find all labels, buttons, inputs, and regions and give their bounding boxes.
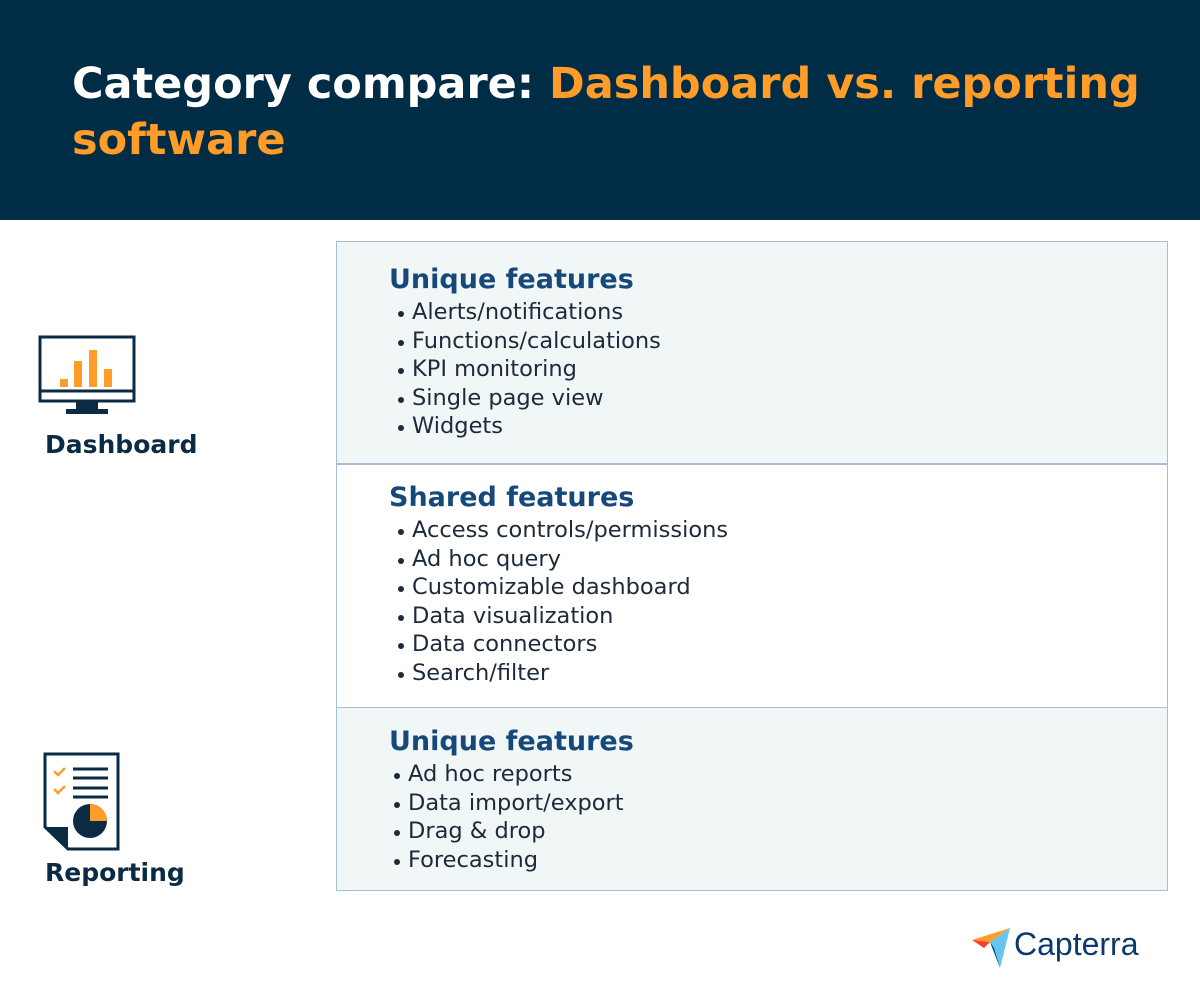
feature-list: Ad hoc reports Data import/export Drag & d… (393, 760, 624, 874)
feature-item: Ad hoc reports (393, 760, 624, 789)
logo-text: Capterra (1014, 926, 1139, 962)
title: Category compare: Dashboard vs. reportin… (72, 56, 1152, 168)
feature-list: Access controls/permissions Ad hoc query C… (397, 516, 728, 687)
logo-mark (972, 928, 1010, 968)
reporting-label: Reporting (45, 858, 185, 887)
feature-item: Access controls/permissions (397, 516, 728, 545)
feature-item: Single page view (397, 384, 661, 413)
feature-item: Drag & drop (393, 817, 624, 846)
section-heading: Unique features (389, 264, 634, 295)
dashboard-label: Dashboard (45, 430, 198, 459)
feature-section: Unique features Alerts/notifications Funct… (336, 241, 1168, 465)
feature-section: Unique features Ad hoc reports Data import… (336, 707, 1168, 891)
feature-item: Data import/export (393, 789, 624, 818)
feature-item: Ad hoc query (397, 545, 728, 574)
feature-item: Search/filter (397, 659, 728, 688)
feature-item: Customizable dashboard (397, 573, 728, 602)
feature-item: Alerts/notifications (397, 298, 661, 327)
feature-item: KPI monitoring (397, 355, 661, 384)
feature-item: Data visualization (397, 602, 728, 631)
section-heading: Unique features (389, 726, 634, 757)
header: Category compare: Dashboard vs. reportin… (0, 0, 1200, 220)
feature-item: Functions/calculations (397, 327, 661, 356)
title-lead: Category compare: (72, 59, 535, 109)
section-heading: Shared features (389, 482, 635, 513)
feature-item: Widgets (397, 412, 661, 441)
feature-section: Shared features Access controls/permissio… (336, 463, 1168, 709)
feature-list: Alerts/notifications Functions/calculatio… (397, 298, 661, 441)
feature-item: Forecasting (393, 846, 624, 875)
title-highlight: Dashboard vs. reporting software (72, 59, 1140, 165)
dashboard-icon (38, 335, 136, 414)
reporting-icon (43, 752, 120, 851)
feature-item: Data connectors (397, 630, 728, 659)
